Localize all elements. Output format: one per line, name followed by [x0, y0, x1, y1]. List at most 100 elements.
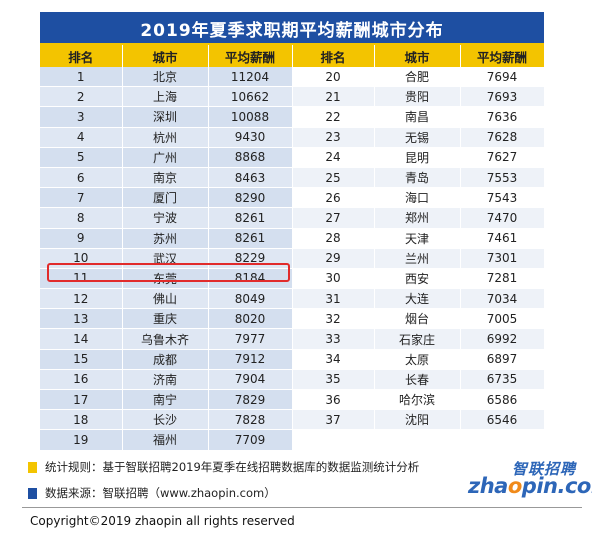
table-row: 1 北京 11204 20 合肥 7694	[40, 67, 545, 88]
cell-city-right: 天津	[374, 228, 461, 249]
table-row: 3 深圳 10088 22 南昌 7636	[40, 106, 545, 128]
cell-city-left: 重庆	[122, 308, 209, 330]
cell-salary-right: 6586	[460, 389, 545, 411]
cell-city-right: 太原	[374, 349, 461, 370]
table-row: 19 福州 7709	[40, 429, 545, 451]
cell-city-right: 大连	[374, 288, 461, 310]
cell-rank-right: 32	[292, 308, 375, 330]
cell-salary-right: 7543	[460, 187, 545, 209]
cell-salary-right: 7034	[460, 288, 545, 310]
cell-salary-right	[460, 429, 545, 451]
cell-rank-right: 26	[292, 187, 375, 209]
cell-rank-right: 23	[292, 127, 375, 148]
cell-rank-right: 30	[292, 268, 375, 290]
cell-salary-left: 7828	[208, 409, 293, 431]
cell-city-left: 佛山	[122, 288, 209, 310]
table-row: 16 济南 7904 35 长春 6735	[40, 369, 545, 391]
cell-rank-left: 14	[40, 328, 123, 350]
cell-rank-left: 2	[40, 86, 123, 108]
table-row: 9 苏州 8261 28 天津 7461	[40, 228, 545, 249]
cell-rank-left: 17	[40, 389, 123, 411]
table-row: 17 南宁 7829 36 哈尔滨 6586	[40, 389, 545, 411]
cell-salary-left: 8049	[208, 288, 293, 310]
cell-salary-left: 8229	[208, 248, 293, 269]
cell-rank-right: 29	[292, 248, 375, 269]
cell-city-right	[374, 429, 461, 451]
cell-rank-right: 37	[292, 409, 375, 431]
cell-rank-left: 1	[40, 67, 123, 88]
cell-rank-left: 6	[40, 167, 123, 189]
cell-salary-right: 7553	[460, 167, 545, 189]
cell-city-right: 贵阳	[374, 86, 461, 108]
cell-rank-right: 36	[292, 389, 375, 411]
table-row: 15 成都 7912 34 太原 6897	[40, 349, 545, 370]
cell-rank-left: 7	[40, 187, 123, 209]
cell-city-left: 上海	[122, 86, 209, 108]
cell-city-left: 北京	[122, 67, 209, 88]
cell-city-right: 南昌	[374, 106, 461, 128]
cell-salary-left: 7709	[208, 429, 293, 451]
cell-rank-left: 11	[40, 268, 123, 290]
cell-salary-left: 11204	[208, 67, 293, 88]
cell-rank-left: 5	[40, 147, 123, 168]
cell-salary-left: 8261	[208, 207, 293, 229]
table-row: 14 乌鲁木齐 7977 33 石家庄 6992	[40, 328, 545, 350]
cell-city-left: 宁波	[122, 207, 209, 229]
cell-city-right: 海口	[374, 187, 461, 209]
cell-salary-right: 7636	[460, 106, 545, 128]
cell-salary-right: 7281	[460, 268, 545, 290]
cell-salary-right: 7693	[460, 86, 545, 108]
cell-city-right: 青岛	[374, 167, 461, 189]
cell-salary-left: 8290	[208, 187, 293, 209]
salary-table: 排名 城市 平均薪酬 排名 城市 平均薪酬 1 北京 11204 20 合肥 7694 2 上…	[40, 45, 545, 451]
logo-en-post: pin.com	[521, 474, 592, 498]
cell-rank-right: 27	[292, 207, 375, 229]
cell-city-left: 武汉	[122, 248, 209, 269]
cell-city-right: 石家庄	[374, 328, 461, 350]
cell-rank-left: 16	[40, 369, 123, 391]
cell-rank-left: 18	[40, 409, 123, 431]
cell-rank-left: 13	[40, 308, 123, 330]
cell-salary-left: 7912	[208, 349, 293, 370]
cell-rank-right: 33	[292, 328, 375, 350]
blue-square-icon	[28, 487, 37, 499]
header-city-right: 城市	[374, 45, 461, 67]
table-row: 5 广州 8868 24 昆明 7627	[40, 147, 545, 168]
cell-rank-left: 15	[40, 349, 123, 370]
cell-salary-left: 7904	[208, 369, 293, 391]
cell-city-left: 成都	[122, 349, 209, 370]
cell-rank-left: 8	[40, 207, 123, 229]
logo-cn-text: 智联招聘	[511, 460, 576, 478]
table-row: 11 东莞 8184 30 西安 7281	[40, 268, 545, 290]
header-salary-left: 平均薪酬	[208, 45, 293, 67]
cell-city-right: 无锡	[374, 127, 461, 148]
table-row: 7 厦门 8290 26 海口 7543	[40, 187, 545, 209]
cell-salary-left: 8261	[208, 228, 293, 249]
cell-salary-left: 8868	[208, 147, 293, 168]
cell-rank-left: 12	[40, 288, 123, 310]
cell-city-right: 哈尔滨	[374, 389, 461, 411]
cell-salary-right: 7301	[460, 248, 545, 269]
cell-city-right: 长春	[374, 369, 461, 391]
table-row: 6 南京 8463 25 青岛 7553	[40, 167, 545, 189]
cell-salary-right: 6735	[460, 369, 545, 391]
cell-rank-left: 3	[40, 106, 123, 128]
yellow-square-icon	[28, 461, 37, 473]
cell-city-left: 乌鲁木齐	[122, 328, 209, 350]
cell-city-left: 广州	[122, 147, 209, 168]
cell-salary-left: 10662	[208, 86, 293, 108]
header-city-left: 城市	[122, 45, 209, 67]
cell-city-right: 西安	[374, 268, 461, 290]
cell-city-right: 昆明	[374, 147, 461, 168]
cell-salary-right: 6897	[460, 349, 545, 370]
cell-rank-left: 4	[40, 127, 123, 148]
cell-city-left: 深圳	[122, 106, 209, 128]
cell-salary-left: 10088	[208, 106, 293, 128]
cell-salary-left: 7829	[208, 389, 293, 411]
cell-salary-left: 8020	[208, 308, 293, 330]
cell-salary-right: 7694	[460, 67, 545, 88]
table-row: 4 杭州 9430 23 无锡 7628	[40, 127, 545, 148]
cell-rank-right: 31	[292, 288, 375, 310]
cell-salary-right: 6992	[460, 328, 545, 350]
table-row: 13 重庆 8020 32 烟台 7005	[40, 308, 545, 330]
